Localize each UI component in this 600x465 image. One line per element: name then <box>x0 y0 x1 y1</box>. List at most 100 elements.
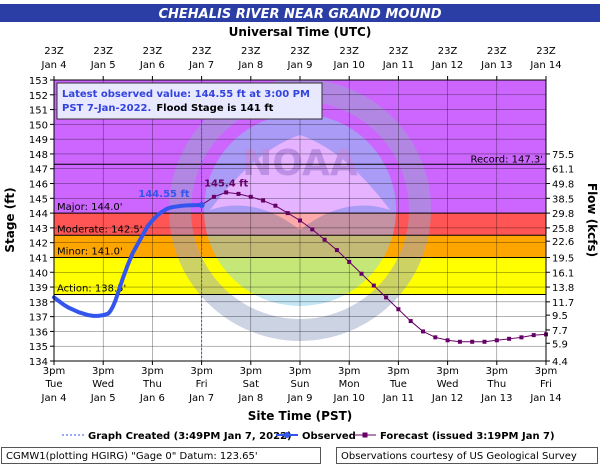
top-tick-date: Jan 6 <box>139 60 165 71</box>
top-tick-date: Jan 11 <box>382 60 414 71</box>
y2-tick-label: 13.8 <box>552 283 574 294</box>
top-tick-time: 23Z <box>487 46 507 57</box>
x-tick-day: Wed <box>92 379 114 390</box>
x-tick-time: 3pm <box>387 366 409 377</box>
y-tick-label: 143 <box>29 224 48 235</box>
forecast-point <box>285 211 290 216</box>
top-tick-date: Jan 8 <box>237 60 263 71</box>
observed-series <box>52 201 205 318</box>
forecast-point <box>421 329 425 334</box>
top-tick-date: Jan 5 <box>90 60 116 71</box>
x-tick-time: 3pm <box>240 366 262 377</box>
minor-stage-label: Minor: 141.0' <box>57 246 123 257</box>
y2-tick-label: 19.5 <box>552 253 574 264</box>
forecast-point <box>236 191 241 196</box>
forecast-point <box>211 194 216 199</box>
x-tick-date: Jan 8 <box>237 393 263 404</box>
record-stage-label: Record: 147.3' <box>471 154 543 165</box>
top-tick-time: 23Z <box>290 46 310 57</box>
x-tick-date: Jan 10 <box>333 393 365 404</box>
y-tick-label: 144 <box>29 209 48 220</box>
forecast-point <box>482 339 487 344</box>
observed-latest-point <box>198 201 205 208</box>
y-tick-label: 148 <box>29 150 48 161</box>
forecast-point <box>298 218 302 223</box>
forecast-point <box>470 339 475 344</box>
forecast-peak-label: 145.4 ft <box>204 178 248 189</box>
y-tick-label: 134 <box>29 357 48 368</box>
y-tick-label: 137 <box>29 313 48 324</box>
latest-observed-info-box: Latest observed value: 144.55 ft at 3:00… <box>56 82 323 120</box>
x-tick-date: Jan 11 <box>382 393 414 404</box>
y-tick-label: 147 <box>29 165 48 176</box>
x-tick-date: Jan 7 <box>188 393 214 404</box>
y2-tick-label: 25.8 <box>552 224 574 235</box>
x-tick-time: 3pm <box>535 366 557 377</box>
y2-tick-label: 7.7 <box>552 326 568 337</box>
x-tick-day: Fri <box>540 379 552 390</box>
x-tick-time: 3pm <box>190 366 212 377</box>
forecast-point <box>457 339 462 344</box>
x-tick-day: Sat <box>243 379 259 390</box>
y2-axis-title: Flow (kcfs) <box>585 183 599 257</box>
top-tick-date: Jan 9 <box>287 60 313 71</box>
top-tick-date: Jan 13 <box>480 60 512 71</box>
x-tick-time: 3pm <box>486 366 508 377</box>
y-tick-label: 153 <box>29 76 48 87</box>
y-tick-label: 142 <box>29 239 48 250</box>
forecast-point <box>396 307 401 312</box>
x-tick-date: Jan 5 <box>90 393 116 404</box>
observed-line <box>52 202 204 318</box>
x-tick-time: 3pm <box>436 366 458 377</box>
y-tick-label: 150 <box>29 120 48 131</box>
top-axis-ticks: 23Z Jan 4 23Z Jan 5 23Z Jan 6 23Z Jan 7 23Z Jan 8… <box>41 46 562 80</box>
y-axis-ticks: 134 135 136 137 138 139 140 141 142 143 144 145 146 1… <box>29 76 54 368</box>
x-tick-date: Jan 4 <box>41 393 67 404</box>
forecast-point <box>261 198 266 203</box>
top-tick-time: 23Z <box>438 46 458 57</box>
y2-tick-label: 29.8 <box>552 209 574 220</box>
title-bar <box>0 4 600 22</box>
top-tick-date: Jan 14 <box>529 60 561 71</box>
forecast-point <box>248 194 253 199</box>
forecast-point <box>334 248 339 253</box>
chart-title: CHEHALIS RIVER NEAR GRAND MOUND <box>158 7 441 22</box>
info-line-2: PST 7-Jan-2022. Flood Stage is 141 ft <box>62 103 274 114</box>
x-tick-day: Thu <box>486 379 506 390</box>
y2-tick-label: 16.1 <box>552 268 574 279</box>
y-tick-label: 140 <box>29 268 48 279</box>
x-tick-day: Tue <box>44 379 62 390</box>
major-stage-label: Major: 144.0' <box>57 202 123 213</box>
legend-observed-label: Observed <box>302 431 356 442</box>
y2-tick-label: 49.8 <box>552 180 574 191</box>
forecast-point <box>310 227 315 232</box>
forecast-point <box>273 203 278 208</box>
x-tick-day: Thu <box>142 379 162 390</box>
x-axis-title: Site Time (PST) <box>248 409 353 423</box>
top-tick-time: 23Z <box>536 46 556 57</box>
x-tick-date: Jan 13 <box>480 393 512 404</box>
x-tick-date: Jan 12 <box>431 393 463 404</box>
y-tick-label: 139 <box>29 283 48 294</box>
y-axis-title: Stage (ft) <box>3 187 17 252</box>
y-tick-label: 138 <box>29 298 48 309</box>
y2-tick-label: 11.7 <box>552 298 574 309</box>
top-tick-time: 23Z <box>192 46 212 57</box>
action-stage-label: Action: 138.5' <box>57 283 126 294</box>
x-tick-time: 3pm <box>338 366 360 377</box>
top-tick-date: Jan 10 <box>333 60 365 71</box>
observed-peak-label: 144.55 ft <box>138 189 189 200</box>
x-tick-time: 3pm <box>92 366 114 377</box>
top-tick-time: 23Z <box>389 46 409 57</box>
x-tick-date: Jan 14 <box>529 393 561 404</box>
footer-credit: Observations courtesy of US Geological S… <box>336 447 598 464</box>
y-tick-label: 135 <box>29 342 48 353</box>
x-tick-day: Wed <box>437 379 459 390</box>
y-tick-label: 151 <box>29 106 48 117</box>
x-tick-time: 3pm <box>43 366 65 377</box>
y-tick-label: 136 <box>29 327 48 338</box>
top-axis-title: Universal Time (UTC) <box>229 25 372 39</box>
y-tick-label: 141 <box>29 253 48 264</box>
forecast-point <box>519 335 524 340</box>
